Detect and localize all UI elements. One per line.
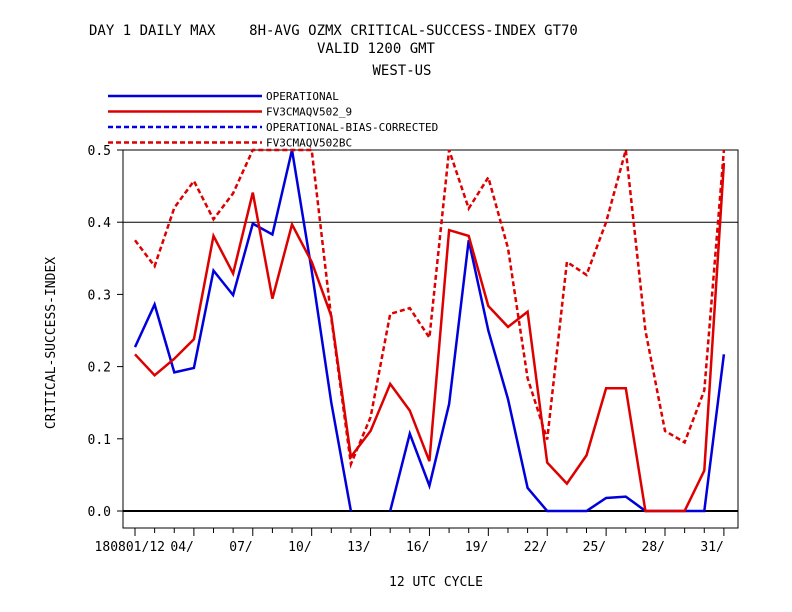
series-line-4	[134, 148, 726, 469]
x-tick-label: 13/	[347, 540, 370, 555]
x-axis: 180801/12 04/07/10/13/16/19/22/25/28/31/	[95, 528, 725, 555]
y-tick-label: 0.4	[88, 216, 112, 231]
y-tick-label: 0.0	[88, 505, 111, 520]
chart-subtitle-region: WEST-US	[372, 63, 431, 79]
series-line-2	[134, 162, 726, 513]
legend-label: OPERATIONAL	[266, 90, 339, 103]
chart-subtitle-valid: VALID 1200 GMT	[317, 41, 436, 57]
series-line-1	[388, 240, 726, 513]
y-tick-label: 0.2	[88, 361, 111, 376]
legend: OPERATIONAL FV3CMAQV502_9 OPERATIONAL-BIAS…	[108, 90, 438, 150]
y-tick-label: 0.3	[88, 288, 111, 303]
plot-area	[122, 149, 739, 529]
legend-label: FV3CMAQV502BC	[266, 137, 352, 150]
x-tick-label: 180801/12	[95, 540, 165, 555]
y-tick-label: 0.5	[88, 144, 111, 159]
x-axis-label: 12 UTC CYCLE	[389, 575, 483, 590]
x-tick-label: 16/	[406, 540, 429, 555]
x-tick-label: 04/	[170, 540, 193, 555]
x-tick-label: 22/	[524, 540, 547, 555]
x-tick-label: 07/	[229, 540, 252, 555]
y-axis: 0.0 0.1 0.2 0.3 0.4 0.5	[88, 144, 123, 520]
x-tick-label: 10/	[288, 540, 311, 555]
chart-title: DAY 1 DAILY MAX 8H-AVG OZMX CRITICAL-SUC…	[89, 23, 578, 39]
x-tick-label: 28/	[642, 540, 665, 555]
legend-label: OPERATIONAL-BIAS-CORRECTED	[266, 121, 438, 134]
y-axis-label: CRITICAL-SUCCESS-INDEX	[44, 257, 59, 429]
x-tick-label: 31/	[700, 540, 723, 555]
x-tick-label: 19/	[465, 540, 488, 555]
y-tick-label: 0.1	[88, 433, 111, 448]
legend-label: FV3CMAQV502_9	[266, 106, 352, 119]
series-group	[133, 148, 726, 513]
x-tick-label: 25/	[583, 540, 606, 555]
